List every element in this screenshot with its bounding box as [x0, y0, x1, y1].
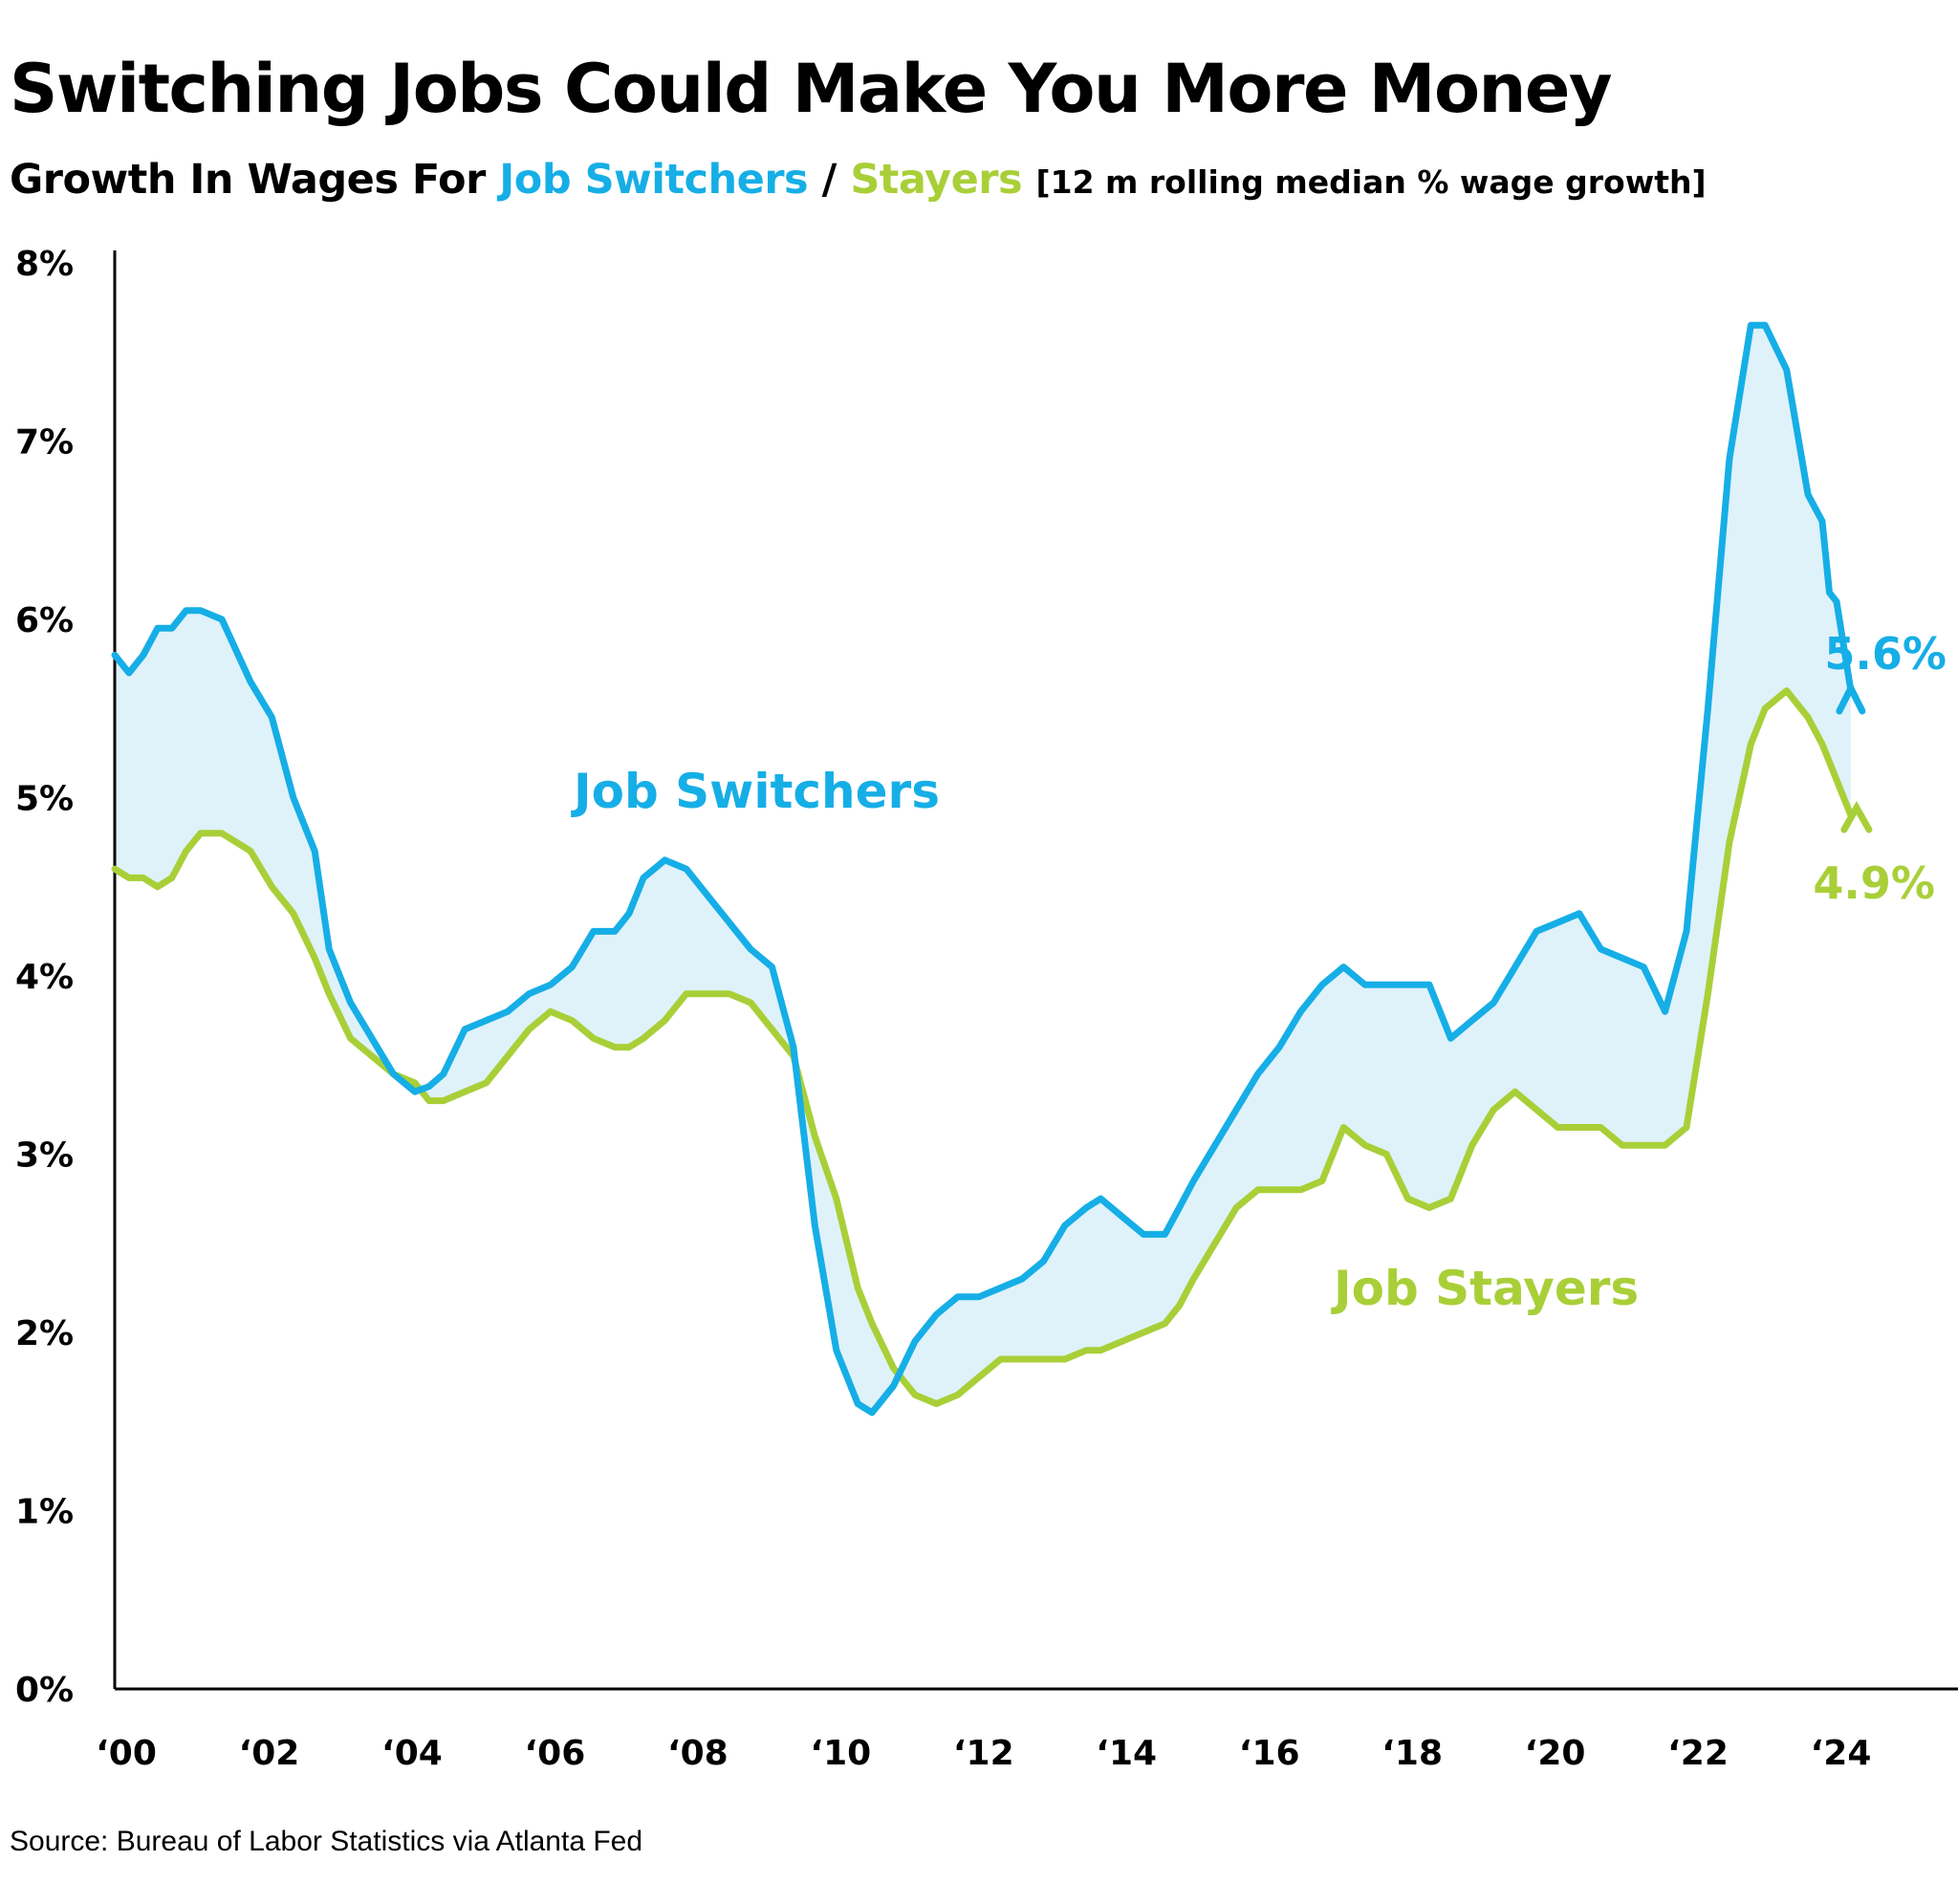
- source-note: Source: Bureau of Labor Statistics via A…: [10, 1826, 643, 1857]
- gap-fill-layer: [115, 325, 1851, 1413]
- gap-fill-area: [115, 325, 1851, 1413]
- y-tick-label: 8%: [15, 245, 74, 284]
- job-switchers-label: Job Switchers: [571, 764, 940, 819]
- x-tick-label: ‘16: [1239, 1734, 1300, 1773]
- x-tick-label: ‘18: [1381, 1734, 1443, 1773]
- chart-subtitle: Growth In Wages For Job Switchers / Stay…: [10, 156, 1707, 204]
- stayers-end-value: 4.9%: [1813, 857, 1935, 909]
- x-tick-label: ‘04: [381, 1734, 443, 1773]
- x-tick-label: ‘24: [1811, 1734, 1872, 1773]
- x-tick-label: ‘08: [667, 1734, 729, 1773]
- y-tick-label: 1%: [15, 1493, 74, 1532]
- y-tick-label: 0%: [15, 1671, 74, 1710]
- stayers-caret-icon: [1840, 800, 1873, 833]
- switchers-caret-icon: [1836, 681, 1866, 715]
- y-tick-label: 4%: [15, 958, 74, 997]
- x-tick-label: ‘14: [1096, 1734, 1157, 1773]
- subtitle-switchers: Job Switchers: [499, 156, 809, 204]
- switchers-end-value: 5.6%: [1824, 628, 1947, 680]
- y-tick-label: 6%: [15, 601, 74, 640]
- y-tick-label: 7%: [15, 423, 74, 463]
- x-tick-label: ‘02: [239, 1734, 300, 1773]
- axes: 0% 1% 2% 3% 4% 5% 6% 7% 8% ‘00 ‘02 ‘04 ‘06 ‘08 ‘10 ‘12 ‘…: [15, 245, 1958, 1773]
- subtitle-separator: /: [821, 156, 838, 204]
- subtitle-note: [12 m rolling median % wage growth]: [1035, 163, 1707, 201]
- job-stayers-label: Job Stayers: [1331, 1261, 1639, 1316]
- x-tick-label: ‘00: [96, 1734, 157, 1773]
- x-tick-label: ‘10: [810, 1734, 871, 1773]
- labels: Job Switchers Job Stayers 5.6% 4.9%: [571, 628, 1947, 1316]
- series-lines: [111, 321, 1855, 1417]
- x-tick-label: ‘12: [953, 1734, 1014, 1773]
- job-switchers-line: [111, 321, 1855, 1417]
- subtitle-prefix: Growth In Wages For: [10, 156, 486, 204]
- chart-title: Switching Jobs Could Make You More Money: [10, 50, 1613, 128]
- y-tick-label: 3%: [15, 1136, 74, 1176]
- subtitle-stayers: Stayers: [850, 156, 1023, 204]
- y-tick-label: 2%: [15, 1314, 74, 1353]
- x-tick-label: ‘22: [1667, 1734, 1729, 1773]
- x-tick-label: ‘06: [524, 1734, 585, 1773]
- y-tick-label: 5%: [15, 780, 74, 819]
- x-tick-label: ‘20: [1525, 1734, 1586, 1773]
